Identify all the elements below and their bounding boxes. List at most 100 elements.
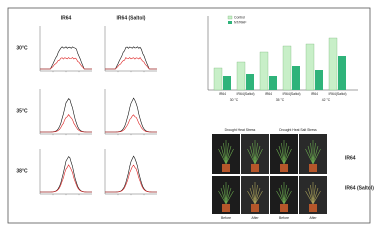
bar bbox=[246, 74, 254, 90]
photo-col-label: After bbox=[309, 216, 317, 220]
bar bbox=[305, 43, 315, 91]
leaf bbox=[254, 190, 263, 205]
pot bbox=[222, 164, 230, 172]
leaf bbox=[225, 184, 229, 205]
leaf bbox=[312, 142, 316, 165]
leaf bbox=[312, 148, 321, 165]
figure: IR64 IR64 (Saltol) 30°C 35°C 38°C Contro… bbox=[7, 7, 374, 224]
bar bbox=[338, 56, 346, 90]
leaf bbox=[252, 142, 256, 165]
column-header: IR64 bbox=[61, 15, 72, 21]
leaf bbox=[225, 187, 232, 205]
photo-row-label: IR64 (Saltol) bbox=[345, 185, 374, 191]
pot bbox=[309, 204, 317, 212]
leaf bbox=[223, 142, 227, 165]
leaf bbox=[254, 187, 261, 205]
leaf bbox=[223, 184, 227, 205]
column-header: IR64 (Saltol) bbox=[117, 15, 146, 21]
leaf bbox=[278, 187, 285, 205]
pot bbox=[222, 204, 230, 212]
leaf bbox=[312, 184, 316, 205]
group-label: 30 °C bbox=[230, 98, 239, 102]
leaf bbox=[312, 145, 319, 165]
x-label: IR64(Saltol) bbox=[329, 92, 347, 96]
leaf bbox=[305, 148, 314, 165]
leaf bbox=[249, 145, 256, 165]
leaf bbox=[249, 187, 256, 205]
leaf bbox=[278, 145, 285, 165]
leaf bbox=[283, 142, 287, 165]
photo-header: Drought Heat Salt Stress bbox=[279, 128, 317, 132]
row-label: 35°C bbox=[16, 108, 28, 114]
photo-col-label: Before bbox=[221, 216, 231, 220]
x-label: IR64 bbox=[265, 92, 272, 96]
photo-col-label: After bbox=[251, 216, 259, 220]
pot bbox=[251, 164, 259, 172]
leaf bbox=[225, 190, 234, 205]
photo-header: Drought Heat Stress bbox=[225, 128, 256, 132]
leaf bbox=[225, 148, 234, 165]
leaf bbox=[218, 148, 227, 165]
leaf bbox=[247, 148, 256, 165]
leaf bbox=[312, 190, 321, 205]
bar bbox=[269, 76, 277, 90]
row-label: 38°C bbox=[16, 168, 28, 174]
curve bbox=[40, 114, 92, 133]
legend-swatch bbox=[228, 21, 232, 24]
group-label: 35 °C bbox=[276, 98, 285, 102]
leaf bbox=[254, 145, 261, 165]
leaf bbox=[247, 190, 256, 205]
bar bbox=[236, 61, 246, 91]
leaf bbox=[283, 187, 290, 205]
row-label: 30°C bbox=[16, 45, 28, 51]
bar bbox=[282, 45, 292, 91]
x-label: IR64(Saltol) bbox=[283, 92, 301, 96]
leaf bbox=[283, 145, 290, 165]
bar bbox=[259, 51, 269, 91]
leaf bbox=[220, 145, 227, 165]
x-label: IR64 bbox=[219, 92, 226, 96]
curve bbox=[105, 164, 157, 193]
curve bbox=[40, 164, 92, 193]
legend-label: NT/RHF bbox=[234, 20, 246, 24]
photo-col-label: Before bbox=[279, 216, 289, 220]
pot bbox=[309, 164, 317, 172]
leaf bbox=[281, 184, 285, 205]
leaf bbox=[312, 187, 319, 205]
bar-chart: Control NT/RHF IR64 IR64(Saltol) IR64 IR64(… bbox=[207, 15, 358, 102]
group-label: 42 °C bbox=[322, 98, 331, 102]
leaf bbox=[281, 142, 285, 165]
curve bbox=[105, 114, 157, 133]
leaf bbox=[218, 190, 227, 205]
curve bbox=[40, 57, 92, 70]
curve bbox=[105, 56, 157, 70]
leaf bbox=[225, 145, 232, 165]
x-label: IR64(Saltol) bbox=[237, 92, 255, 96]
pot bbox=[251, 204, 259, 212]
leaf bbox=[252, 184, 256, 205]
x-label: IR64 bbox=[311, 92, 318, 96]
pot bbox=[280, 164, 288, 172]
leaf bbox=[307, 145, 314, 165]
leaf bbox=[254, 142, 258, 165]
leaf bbox=[310, 184, 314, 205]
bar bbox=[315, 70, 323, 90]
photo-row-label: IR64 bbox=[345, 155, 356, 161]
leaf bbox=[225, 142, 229, 165]
bar bbox=[223, 76, 231, 90]
leaf bbox=[276, 190, 285, 205]
leaf bbox=[254, 184, 258, 205]
legend-swatch bbox=[227, 15, 233, 20]
bar bbox=[328, 37, 338, 91]
bar bbox=[213, 67, 223, 91]
leaf bbox=[220, 187, 227, 205]
leaf bbox=[307, 187, 314, 205]
leaf bbox=[254, 148, 263, 165]
leaf bbox=[283, 184, 287, 205]
leaf bbox=[310, 142, 314, 165]
leaf bbox=[276, 148, 285, 165]
pot bbox=[280, 204, 288, 212]
leaf bbox=[283, 190, 292, 205]
leaf bbox=[305, 190, 314, 205]
leaf bbox=[283, 148, 292, 165]
